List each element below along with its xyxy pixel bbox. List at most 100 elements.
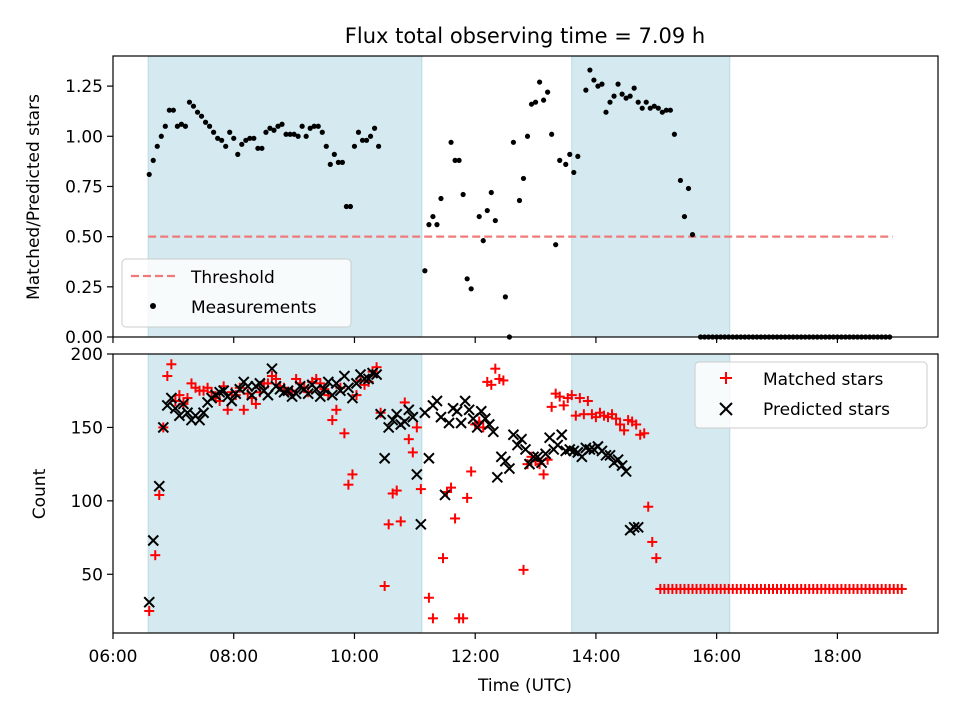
top-legend-box <box>121 258 352 328</box>
measurement-point <box>347 203 354 210</box>
legend-predicted-swatch <box>719 402 733 416</box>
measurement-point <box>174 123 180 129</box>
matched-star-point <box>558 400 569 411</box>
predicted-star-point <box>153 480 165 492</box>
measurement-point <box>239 141 245 147</box>
measurement-point <box>295 133 301 139</box>
predicted-star-point <box>314 390 326 403</box>
bottom-panel-legend: Matched stars Predicted stars <box>694 361 928 429</box>
measurement-point <box>685 185 692 192</box>
measurement-point <box>591 77 597 83</box>
measurement-point <box>206 123 213 129</box>
predicted-star-point <box>374 408 387 420</box>
bottom-panel-shaded-intervals <box>147 353 731 634</box>
predicted-star-point <box>290 387 302 400</box>
predicted-star-point <box>471 421 483 434</box>
measurement-point <box>351 143 358 149</box>
legend-threshold-label: Threshold <box>190 268 275 288</box>
measurement-point <box>677 177 684 184</box>
matched-star-point <box>518 564 529 575</box>
predicted-star-point <box>535 456 548 469</box>
predicted-star-point <box>181 407 194 419</box>
matched-star-point <box>327 415 338 426</box>
measurement-point <box>223 143 229 149</box>
predicted-star-point <box>177 398 190 410</box>
measurement-point <box>219 137 225 143</box>
measurement-point <box>528 101 535 107</box>
bottom-panel-y-label: Count <box>30 468 50 519</box>
predicted-star-point <box>302 387 314 400</box>
measurement-point <box>603 109 609 115</box>
matched-star-point <box>631 419 642 430</box>
measurement-point <box>315 123 321 129</box>
measurement-point <box>376 143 382 149</box>
measurement-point <box>367 133 374 139</box>
measurement-point <box>343 203 350 210</box>
matched-star-point <box>643 501 654 512</box>
measurement-point <box>464 276 470 282</box>
predicted-star-point <box>507 429 520 441</box>
y-tick-label: 200 <box>71 345 103 365</box>
predicted-star-point <box>217 385 230 397</box>
matched-star-point <box>238 404 249 415</box>
measurement-point <box>541 97 547 103</box>
measurement-point <box>623 95 629 101</box>
top-panel: 0.00 0.25 0.50 0.75 1.00 1.25 Matched/Predict… <box>24 55 939 348</box>
predicted-star-point <box>350 377 363 390</box>
matched-star-point <box>570 410 581 421</box>
measurement-point <box>335 159 341 165</box>
matched-star-point <box>144 605 155 616</box>
predicted-star-point <box>451 405 463 417</box>
predicted-star-point <box>503 462 516 475</box>
measurement-point <box>567 151 573 157</box>
predicted-star-point <box>612 454 624 466</box>
predicted-star-point <box>551 439 564 451</box>
measurement-point <box>689 232 696 238</box>
matched-star-point <box>339 428 350 439</box>
measurement-point <box>267 125 273 131</box>
predicted-star-point <box>539 448 552 460</box>
measurement-point <box>516 197 523 204</box>
measurement-point <box>631 85 637 91</box>
matched-star-point <box>166 359 177 370</box>
matched-star-point <box>371 362 382 373</box>
legend-predicted-label: Predicted stars <box>763 400 890 420</box>
measurement-point <box>430 213 436 220</box>
matched-star-point <box>222 404 233 415</box>
matched-star-point <box>403 434 414 445</box>
measurement-point <box>235 151 241 157</box>
matched-star-point <box>234 382 245 393</box>
y-tick-label: 0.00 <box>65 328 103 348</box>
measurement-point <box>170 107 176 113</box>
matched-star-point <box>407 447 418 458</box>
legend-matched-swatch <box>720 372 732 384</box>
measurement-point <box>339 159 345 165</box>
matched-star-point <box>379 581 390 592</box>
matched-star-point <box>230 390 241 401</box>
predicted-star-point <box>147 534 159 547</box>
measurement-point <box>231 135 237 141</box>
predicted-star-point <box>479 412 491 425</box>
measurement-point <box>422 268 428 274</box>
measurement-point <box>299 123 305 129</box>
measurement-point <box>476 213 482 220</box>
measurement-point <box>536 79 543 85</box>
predicted-star-point <box>143 596 155 608</box>
measurement-point <box>259 145 265 151</box>
matched-star-point <box>383 519 394 530</box>
matched-star-point <box>415 484 426 495</box>
predicted-star-point <box>431 395 443 407</box>
predicted-star-point <box>266 362 278 375</box>
measurement-point <box>502 294 508 300</box>
matched-star-point <box>347 469 358 480</box>
legend-matched-label: Matched stars <box>763 370 883 390</box>
matched-star-point <box>315 378 326 389</box>
matched-star-point <box>896 583 907 594</box>
predicted-star-point <box>415 518 427 531</box>
measurement-point <box>146 171 152 178</box>
measurement-point <box>480 238 486 244</box>
y-tick-label: 1.00 <box>65 127 103 147</box>
measurement-point <box>158 133 164 139</box>
predicted-star-point <box>338 370 351 382</box>
predicted-star-point <box>157 421 170 434</box>
